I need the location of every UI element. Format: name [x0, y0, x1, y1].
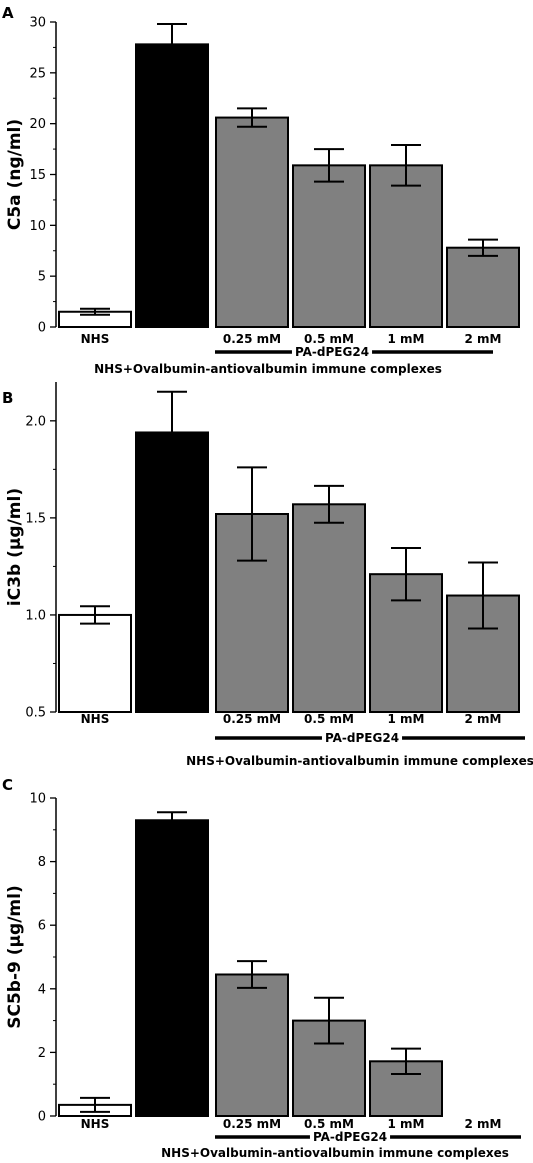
- bar: [215, 116, 289, 328]
- panel-letter: C: [2, 776, 13, 794]
- y-tick-label: 20: [29, 117, 46, 132]
- category-label: 0.5 mM: [304, 332, 354, 346]
- y-tick-label: 1.5: [25, 511, 46, 526]
- bar: [215, 973, 289, 1117]
- y-tick-label: 1.0: [25, 608, 46, 623]
- category-label: NHS: [81, 1117, 110, 1131]
- category-label: NHS: [81, 712, 110, 726]
- y-tick-label: 10: [29, 792, 46, 807]
- bar: [369, 164, 443, 328]
- category-label: 1 mM: [388, 1117, 425, 1131]
- y-tick-label: 6: [38, 919, 46, 934]
- category-label: 0.25 mM: [223, 1117, 281, 1131]
- y-tick-label: 10: [29, 219, 46, 234]
- group-label: PA-dPEG24: [313, 1130, 387, 1144]
- panel-letter: B: [2, 389, 13, 407]
- y-tick-label: 2.0: [25, 414, 46, 429]
- y-tick-label: 2: [38, 1046, 46, 1061]
- category-label: 0.25 mM: [223, 712, 281, 726]
- bar: [292, 503, 366, 714]
- bottom-label: NHS+Ovalbumin-antiovalbumin immune compl…: [161, 1146, 509, 1160]
- category-label: 1 mM: [388, 332, 425, 346]
- y-tick-label: 8: [38, 855, 46, 870]
- group-label-background: [321, 731, 403, 745]
- bar: [135, 819, 209, 1117]
- category-label: 2 mM: [465, 332, 502, 346]
- bar: [58, 613, 132, 713]
- y-tick-label: 0: [38, 1110, 46, 1125]
- y-tick-label: 30: [29, 16, 46, 31]
- group-label-background: [309, 1130, 391, 1144]
- panel-letter: A: [2, 4, 14, 22]
- category-label: NHS: [81, 332, 110, 346]
- y-tick-label: 25: [29, 66, 46, 81]
- y-tick-label: 5: [38, 270, 46, 285]
- category-label: 2 mM: [465, 1117, 502, 1131]
- y-axis-label: C5a (ng/ml): [5, 119, 25, 230]
- category-label: 1 mM: [388, 712, 425, 726]
- category-label: 0.5 mM: [304, 712, 354, 726]
- bar: [446, 594, 520, 714]
- y-axis-label: iC3b (µg/ml): [5, 488, 25, 606]
- bar: [135, 43, 209, 328]
- y-tick-label: 0: [38, 321, 46, 336]
- category-label: 2 mM: [465, 712, 502, 726]
- bottom-label: NHS+Ovalbumin-antiovalbumin immune compl…: [94, 362, 442, 376]
- group-label-background: [291, 345, 373, 359]
- y-axis-label: SC5b-9 (µg/ml): [5, 885, 25, 1029]
- group-label: PA-dPEG24: [325, 731, 399, 745]
- bar: [135, 431, 209, 713]
- category-label: 0.25 mM: [223, 332, 281, 346]
- bar: [446, 246, 520, 328]
- y-tick-label: 15: [29, 168, 46, 183]
- y-tick-label: 0.5: [25, 706, 46, 721]
- y-tick-label: 4: [38, 982, 46, 997]
- group-label: PA-dPEG24: [295, 345, 369, 359]
- category-label: 0.5 mM: [304, 1117, 354, 1131]
- bottom-label: NHS+Ovalbumin-antiovalbumin immune compl…: [186, 754, 533, 768]
- bar: [292, 164, 366, 328]
